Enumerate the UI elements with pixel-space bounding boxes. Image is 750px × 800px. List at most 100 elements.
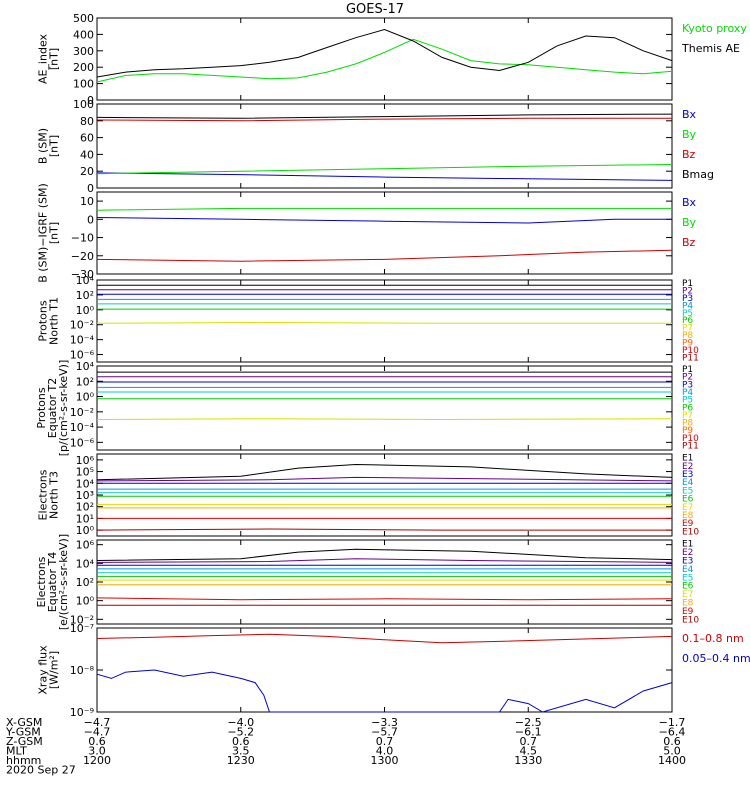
y-tick-label: 10⁰ <box>76 304 95 317</box>
y-tick-label: 10⁻² <box>70 613 94 626</box>
y-axis-label: [nT] <box>48 222 61 244</box>
y-tick-label: 10⁻⁶ <box>70 349 95 362</box>
legend-entry: E10 <box>682 527 699 537</box>
legend-entry: E7 <box>682 503 693 513</box>
y-tick-label: 10¹ <box>76 512 94 525</box>
y-tick-label: 400 <box>73 28 94 41</box>
legend-entry: E7 <box>682 590 693 600</box>
legend-entry: Bx <box>682 196 697 209</box>
legend-entry: P8 <box>682 331 693 341</box>
x-row-label: Z-GSM <box>6 735 43 748</box>
y-axis-label: Equator T4 <box>46 552 59 612</box>
legend-entry: E8 <box>682 599 694 609</box>
series-line <box>96 249 673 262</box>
x-tick-label: −4.7 <box>84 716 111 729</box>
legend-entry: P6 <box>682 316 693 326</box>
y-tick-label: 10⁻⁴ <box>70 334 95 347</box>
y-tick-label: 80 <box>80 115 94 128</box>
legend-entry: P4 <box>682 301 693 311</box>
x-tick-label: −1.7 <box>659 716 686 729</box>
y-tick-label: 10⁴ <box>76 477 95 490</box>
y-tick-label: 300 <box>73 45 94 58</box>
legend-entry: E8 <box>682 511 694 521</box>
legend-entry: Bz <box>682 236 696 249</box>
x-tick-label: 1200 <box>83 754 111 767</box>
legend-entry: E9 <box>682 519 694 529</box>
legend-entry: P11 <box>682 354 699 364</box>
y-tick-label: −10 <box>71 232 94 245</box>
x-tick-label: −5.7 <box>371 726 398 739</box>
y-tick-label: 20 <box>80 165 94 178</box>
legend-entry: E10 <box>682 615 699 625</box>
y-tick-label: 10⁰ <box>76 595 95 608</box>
y-axis-label: Protons <box>35 387 48 428</box>
legend-entry: 0.1–0.8 nm <box>682 632 744 645</box>
x-tick-label: 0.6 <box>663 735 681 748</box>
legend-entry: E5 <box>682 573 693 583</box>
y-tick-label: 0 <box>87 213 94 226</box>
legend-entry: P1 <box>682 279 693 289</box>
series-line <box>96 217 672 224</box>
y-tick-label: 10² <box>76 375 94 388</box>
legend-entry: By <box>682 216 697 229</box>
x-tick-label: −2.5 <box>515 716 542 729</box>
y-tick-label: 10⁶ <box>76 454 95 467</box>
series-line <box>96 172 673 181</box>
legend-entry: P3 <box>682 294 693 304</box>
legend-entry: E2 <box>682 462 693 472</box>
legend-entry: Themis AE <box>681 42 740 55</box>
x-tick-label: −6.1 <box>515 726 542 739</box>
y-tick-label: 10⁶ <box>76 539 95 552</box>
legend-entry: E4 <box>682 478 694 488</box>
series-line <box>96 558 673 563</box>
x-tick-label: 3.0 <box>88 745 106 758</box>
series-line <box>96 418 673 421</box>
y-tick-label: 100 <box>73 78 94 91</box>
x-tick-label: −3.3 <box>371 716 398 729</box>
panel-frame <box>96 191 673 275</box>
y-tick-label: 10 <box>80 195 94 208</box>
y-axis-label: B (SM)−IGRF (SM) <box>37 183 50 283</box>
y-tick-label: 10⁵ <box>76 466 94 479</box>
legend-entry: Bz <box>682 148 696 161</box>
y-axis-label: AE_index <box>37 33 50 84</box>
legend-entry: P4 <box>682 388 693 398</box>
series-line <box>96 597 673 601</box>
legend-entry: By <box>682 128 697 141</box>
series-line <box>96 28 673 78</box>
x-tick-label: −4.7 <box>84 726 111 739</box>
y-tick-label: 60 <box>80 132 94 145</box>
legend-entry: E4 <box>682 565 694 575</box>
y-tick-label: 10² <box>76 501 94 514</box>
y-axis-label: B (SM) <box>37 128 50 164</box>
series-line <box>96 38 673 83</box>
x-row-label: MLT <box>6 745 27 758</box>
legend-entry: P1 <box>682 365 693 375</box>
legend-entry: E1 <box>682 540 693 550</box>
x-tick-label: −6.4 <box>659 726 686 739</box>
y-axis-label: [e/(cm²-s-sr-keV)] <box>57 534 70 630</box>
x-tick-label: 4.0 <box>376 745 394 758</box>
y-tick-label: 10⁻² <box>70 319 94 332</box>
legend-entry: P2 <box>682 286 693 296</box>
panel-frame <box>96 365 673 451</box>
panel-1: 0 100 200 300 400 500 AE_index[nT] Kyoto proxy … <box>37 12 750 107</box>
y-tick-label: −30 <box>71 268 94 281</box>
x-tick-label: 1330 <box>514 754 542 767</box>
y-axis-label: [nT] <box>48 135 61 157</box>
plot-title: GOES-17 <box>345 2 404 17</box>
legend-entry: 0.05–0.4 nm <box>682 652 750 665</box>
legend-entry: P7 <box>682 324 693 334</box>
legend-entry: E9 <box>682 607 694 617</box>
legend-entry: P6 <box>682 403 693 413</box>
y-axis-label: [nT] <box>48 48 61 70</box>
date-label: 2020 Sep 27 <box>6 764 76 777</box>
y-tick-label: 10⁴ <box>76 557 95 570</box>
x-tick-label: 0.7 <box>520 735 538 748</box>
series-line <box>96 669 673 713</box>
series-line <box>96 321 672 324</box>
legend-entry: P9 <box>682 339 693 349</box>
